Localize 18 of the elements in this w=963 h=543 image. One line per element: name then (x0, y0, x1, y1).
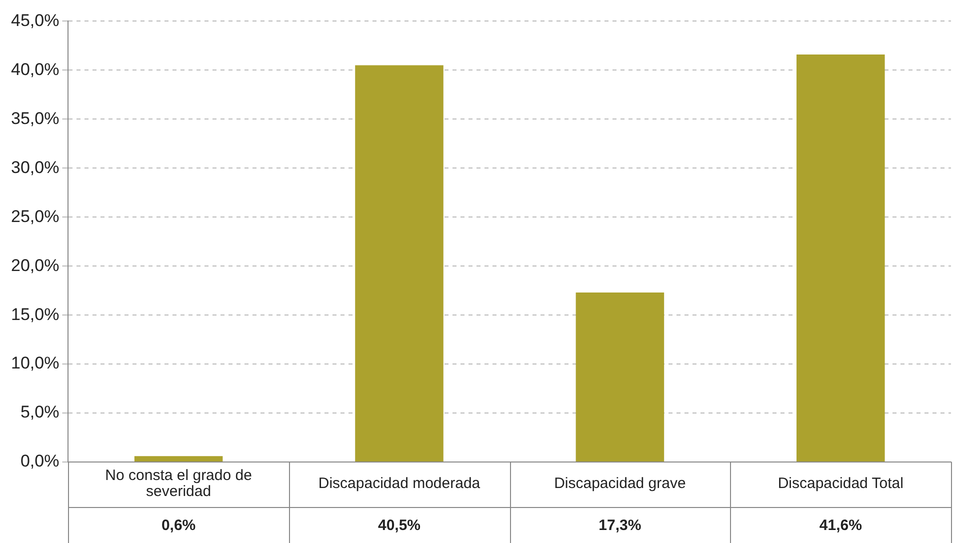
y-tick-label: 0,0% (20, 452, 60, 471)
x-tick-label: No consta el grado de severidad (105, 467, 252, 500)
y-tick-label: 5,0% (20, 402, 60, 422)
x-tick-label: Discapacidad Total (778, 475, 904, 492)
y-tick-label: 10,0% (11, 354, 60, 373)
x-tick-label: Discapacidad grave (554, 475, 686, 492)
data-label: 17,3% (598, 517, 642, 534)
y-tick-label: 25,0% (11, 206, 60, 226)
y-tick-label: 35,0% (11, 108, 60, 128)
data-label: 40,5% (378, 517, 421, 534)
data-label: 0,6% (161, 517, 196, 534)
y-tick-label: 20,0% (11, 256, 60, 275)
y-tick-label: 30,0% (11, 158, 60, 177)
x-tick-label: Discapacidad moderada (318, 475, 481, 492)
y-tick-label: 15,0% (11, 304, 60, 324)
data-label: 41,6% (819, 517, 862, 534)
y-tick-label: 45,0% (11, 10, 60, 30)
y-tick-label: 40,0% (11, 60, 60, 79)
